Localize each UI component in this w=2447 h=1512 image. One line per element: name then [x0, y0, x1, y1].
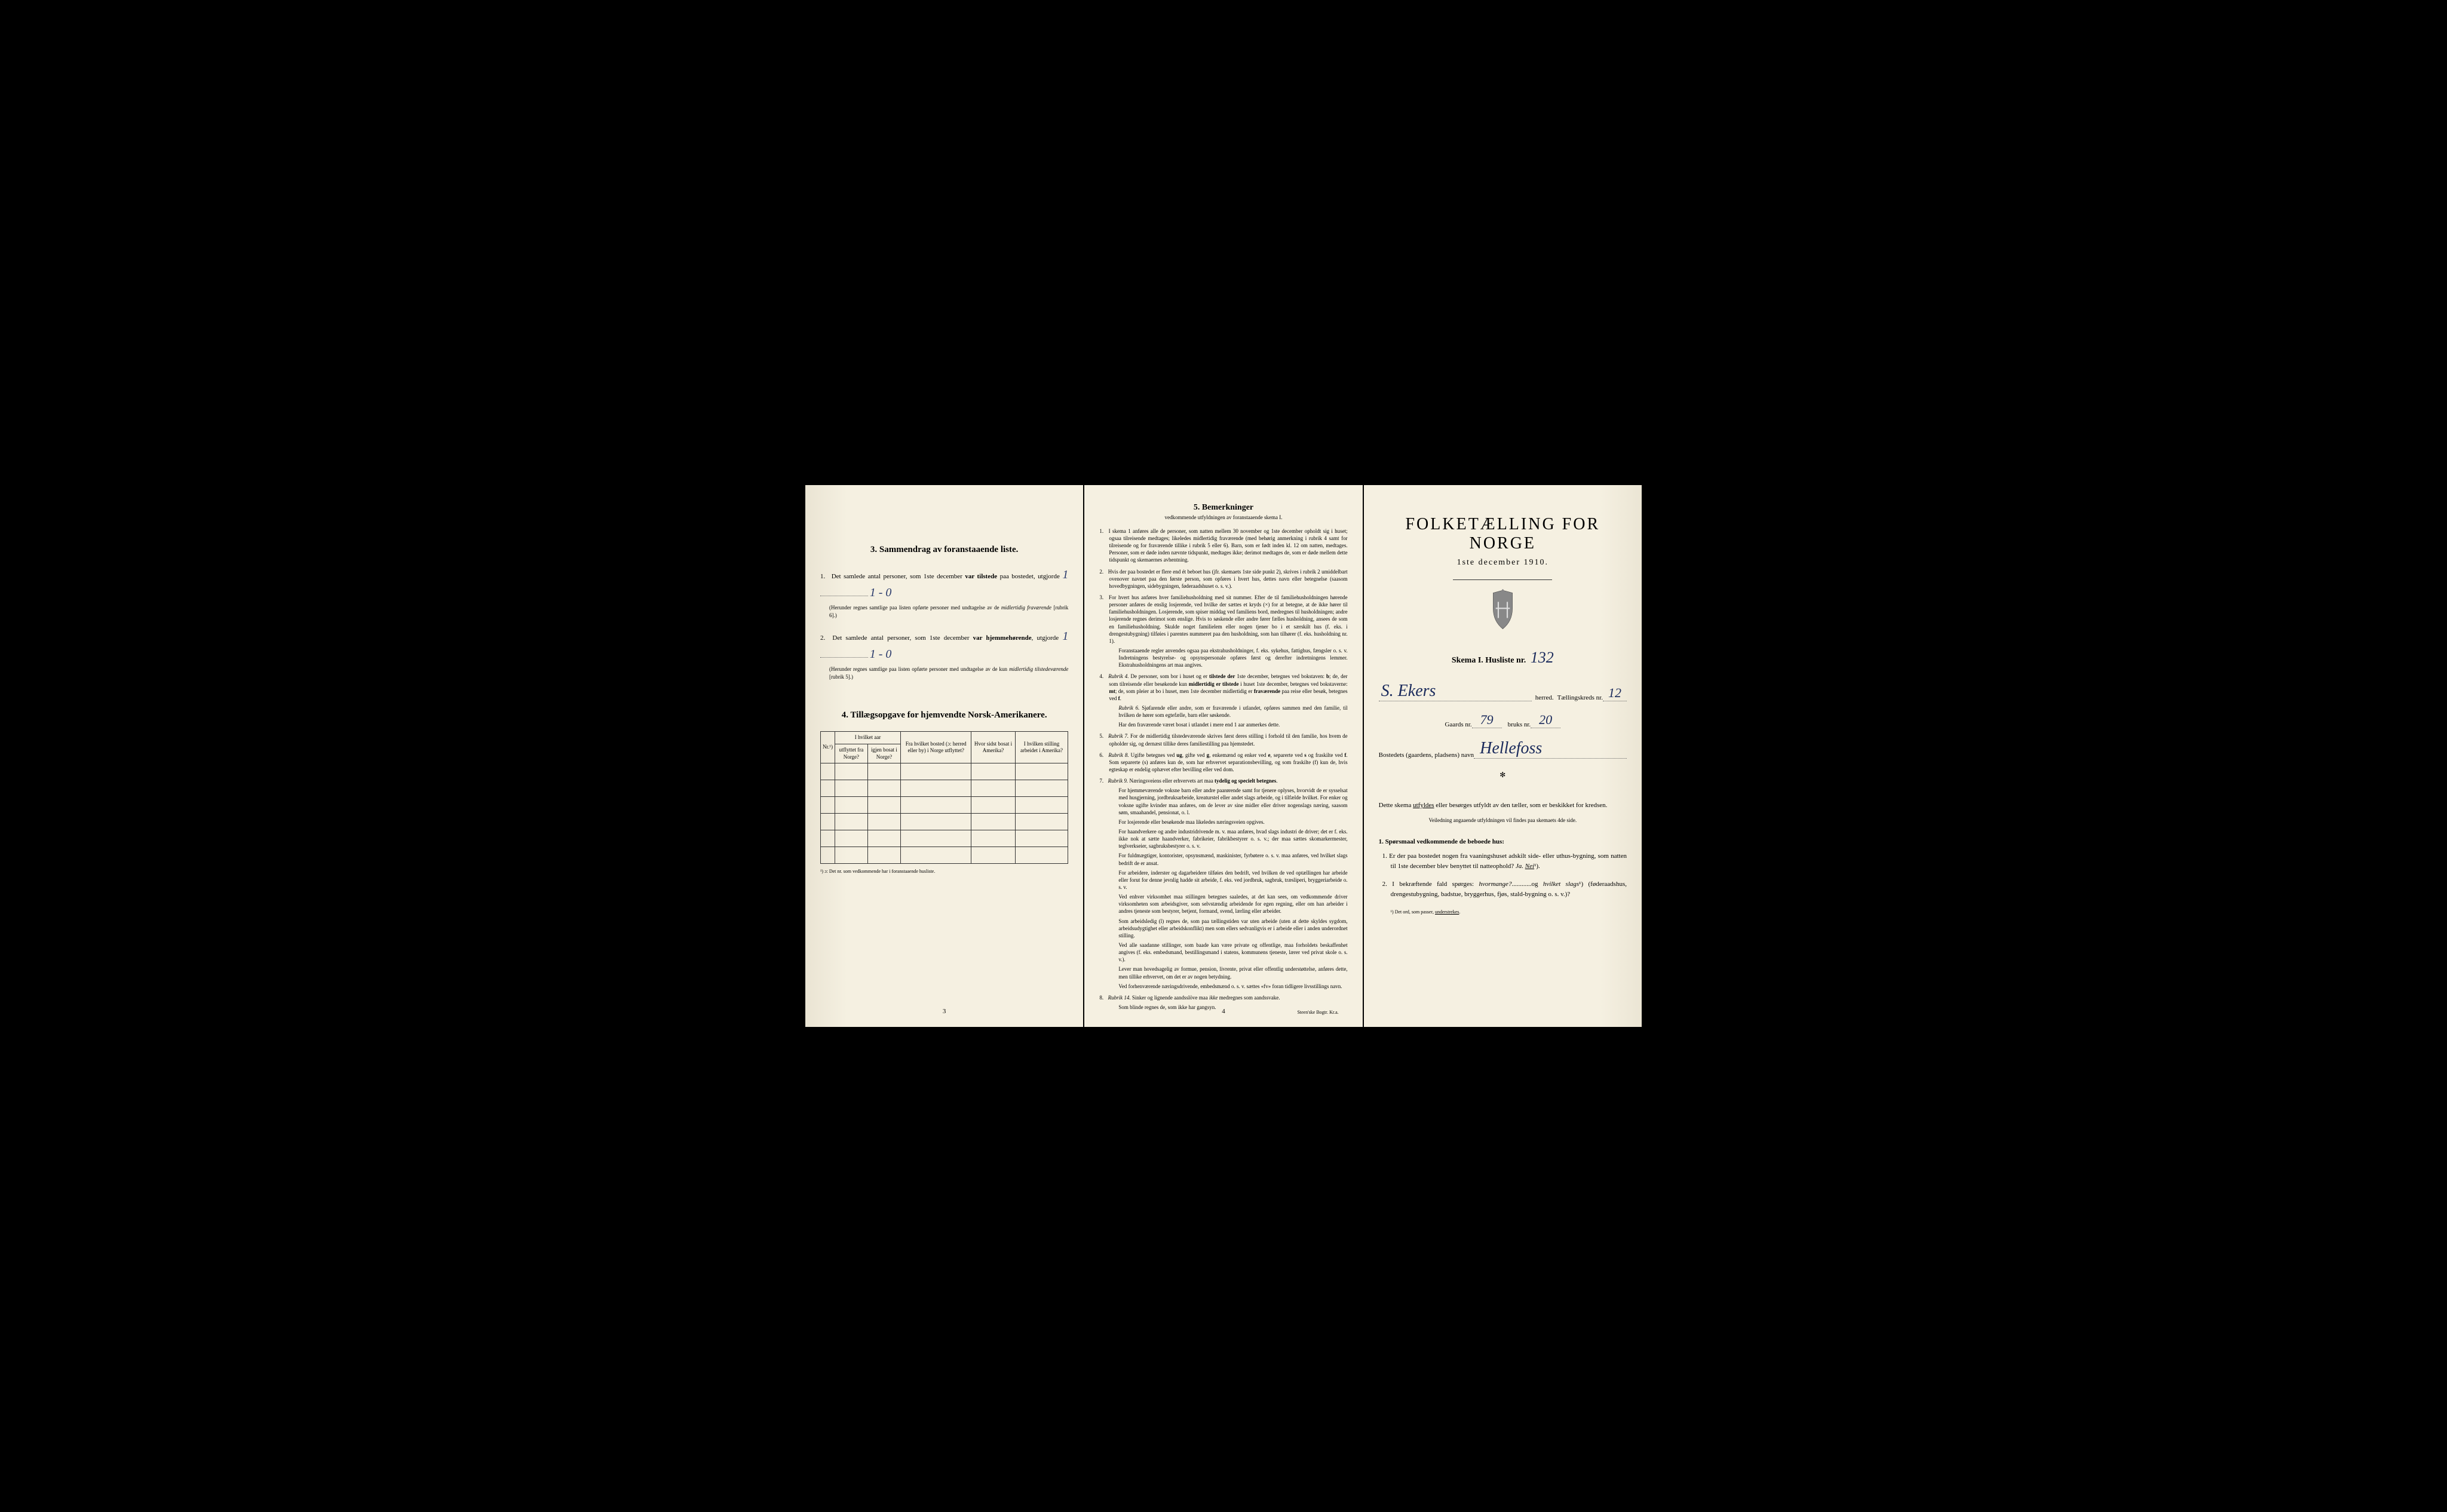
remark-2: 2. Hvis der paa bostedet er flere end ét… [1099, 568, 1347, 590]
instruction-text: Dette skema utfyldes eller besørges utfy… [1379, 801, 1627, 811]
section-3: 3. Sammendrag av foranstaaende liste. 1.… [820, 545, 1068, 680]
question-1: 1. Er der paa bostedet nogen fra vaaning… [1379, 851, 1627, 872]
section-4-footnote: ¹) ɔ: Det nr. som vedkommende har i fora… [820, 869, 1068, 874]
table-row [821, 814, 1068, 830]
item-text: Det samlede antal personer, som 1ste dec… [832, 634, 1059, 642]
remark-5: 5. Rubrik 7. For de midlertidig tilstede… [1099, 732, 1347, 747]
table-row [821, 780, 1068, 797]
page-left: 3. Sammendrag av foranstaaende liste. 1.… [805, 485, 1083, 1027]
main-title: FOLKETÆLLING FOR NORGE [1379, 515, 1627, 553]
document-spread: 3. Sammendrag av foranstaaende liste. 1.… [805, 485, 1642, 1027]
fill-value-2: 1 - 0 [870, 586, 892, 599]
col-emigrated: utflyttet fra Norge? [835, 744, 867, 763]
census-date: 1ste december 1910. [1379, 558, 1627, 568]
table-row [821, 763, 1068, 780]
printer-mark: Steen'ske Bogtr. Kr.a. [1297, 1010, 1338, 1015]
section-4: 4. Tillægsopgave for hjemvendte Norsk-Am… [820, 710, 1068, 874]
gaards-nr: 79 [1472, 712, 1502, 728]
section-3-item-1: 1. Det samlede antal personer, som 1ste … [820, 566, 1068, 619]
page-middle: 5. Bemerkninger vedkommende utfyldningen… [1084, 485, 1362, 1027]
item-1-note: (Herunder regnes samtlige paa listen opf… [829, 604, 1068, 619]
fill-value-3: 1 [1062, 630, 1068, 643]
fill-value-1: 1 [1062, 568, 1068, 581]
herred-line: S. Ekers herred. Tællingskreds nr. 12 [1379, 682, 1627, 701]
remark-7: 7. Rubrik 9. Næringsveiens eller erhverv… [1099, 777, 1347, 990]
col-last-resided: Hvor sidst bosat i Amerika? [971, 732, 1015, 763]
question-2: 2. I bekræftende fald spørges: hvormange… [1379, 879, 1627, 900]
emigrant-table-body [821, 763, 1068, 864]
col-occupation: I hvilken stilling arbeidet i Amerika? [1015, 732, 1068, 763]
page-number-3: 3 [943, 1008, 946, 1015]
fill-value-4: 1 - 0 [870, 648, 892, 661]
bosted-line: Bostedets (gaardens, pladsens) navn Hell… [1379, 739, 1627, 759]
table-row [821, 830, 1068, 847]
question-section: 1. Spørsmaal vedkommende de beboede hus:… [1379, 838, 1627, 915]
bosted-name: Hellefoss [1474, 739, 1627, 759]
section-3-item-2: 2. Det samlede antal personer, som 1ste … [820, 627, 1068, 680]
item-2-note: (Herunder regnes samtlige paa listen opf… [829, 665, 1068, 680]
page-right: FOLKETÆLLING FOR NORGE 1ste december 191… [1364, 485, 1642, 1027]
tellingskreds-nr: 12 [1603, 685, 1627, 701]
item-number: 1. [820, 573, 825, 580]
section-3-title: 3. Sammendrag av foranstaaende liste. [820, 545, 1068, 555]
husliste-nr: 132 [1531, 649, 1554, 666]
section-5-subtitle: vedkommende utfyldningen av foranstaaend… [1099, 514, 1347, 520]
emigrant-table: Nr.¹) I hvilket aar Fra hvilket bosted (… [820, 731, 1068, 864]
page-number-4: 4 [1222, 1008, 1225, 1015]
table-row [821, 797, 1068, 814]
veiledning-text: Veiledning angaaende utfyldningen vil fi… [1379, 817, 1627, 823]
herred-name: S. Ekers [1379, 682, 1532, 701]
dotted-fill [820, 657, 868, 658]
col-returned: igjen bosat i Norge? [867, 744, 900, 763]
question-footnote: ¹) Det ord, som passer, understrekes. [1379, 909, 1627, 915]
item-text: Det samlede antal personer, som 1ste dec… [832, 573, 1060, 580]
col-from-where: Fra hvilket bosted (ɔ: herred eller by) … [901, 732, 971, 763]
separator-icon: ✻ [1379, 771, 1627, 780]
table-row [821, 847, 1068, 864]
item-number: 2. [820, 634, 825, 642]
gaards-line: Gaards nr. 79 bruks nr. 20 [1379, 712, 1627, 728]
section-4-title: 4. Tillægsopgave for hjemvendte Norsk-Am… [820, 710, 1068, 720]
col-nr: Nr.¹) [821, 732, 835, 763]
title-rule [1453, 579, 1552, 580]
question-header: 1. Spørsmaal vedkommende de beboede hus: [1379, 838, 1627, 845]
section-5-title: 5. Bemerkninger [1099, 503, 1347, 513]
remark-3: 3. For hvert hus anføres hver familiehus… [1099, 594, 1347, 668]
col-year-header: I hvilket aar [835, 732, 900, 744]
remarks-list: 1. I skema 1 anføres alle de personer, s… [1099, 527, 1347, 1011]
bruks-nr: 20 [1531, 712, 1560, 728]
remark-1: 1. I skema 1 anføres alle de personer, s… [1099, 527, 1347, 564]
remark-4: 4. Rubrik 4. De personer, som bor i huse… [1099, 673, 1347, 728]
remark-6: 6. Rubrik 8. Ugifte betegnes ved ug, gif… [1099, 752, 1347, 773]
coat-of-arms-icon [1379, 589, 1627, 634]
skema-line: Skema I. Husliste nr. 132 [1379, 649, 1627, 667]
